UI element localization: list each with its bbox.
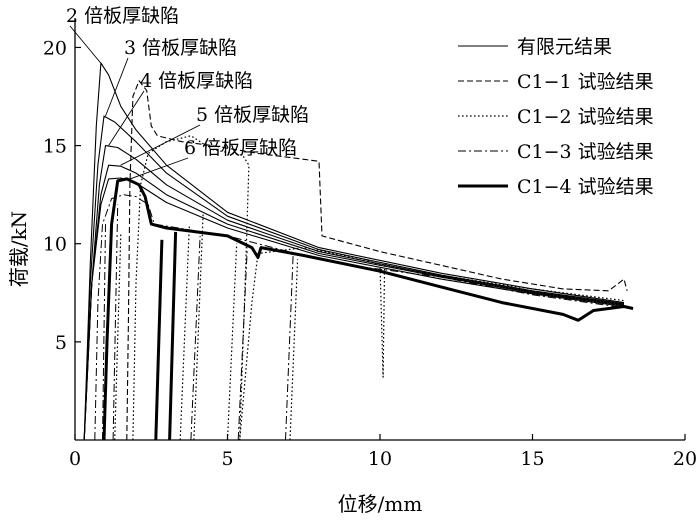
- legend-label-3: C1−3 试验结果: [517, 141, 654, 163]
- loading-cycle-line-9: [285, 255, 294, 441]
- series-0-curve-2: [83, 145, 625, 441]
- loading-cycle-line-5: [193, 214, 204, 441]
- y-tick-label-0: 5: [55, 332, 67, 354]
- y-tick-label-2: 15: [43, 136, 67, 158]
- series-4-line: [102, 177, 634, 441]
- loading-cycle-line-1: [112, 204, 119, 441]
- loading-cycle-line-4: [179, 224, 190, 441]
- x-tick-label-1: 5: [221, 448, 233, 470]
- annotation-label-1: 3 倍板厚缺陷: [124, 37, 237, 59]
- y-tick-label-3: 20: [43, 37, 67, 59]
- legend-label-0: 有限元结果: [517, 36, 612, 58]
- annotation-leader-3: [120, 124, 201, 166]
- y-tick-label-1: 10: [43, 234, 67, 256]
- series-3-line: [94, 194, 631, 441]
- legend-label-2: C1−2 试验结果: [517, 106, 654, 128]
- loading-cycle-line-0: [102, 224, 106, 441]
- legend-label-1: C1−1 试验结果: [517, 71, 654, 93]
- annotation-leader-4: [129, 157, 189, 180]
- x-tick-label-0: 0: [69, 448, 81, 470]
- series-0-curve-0: [83, 62, 625, 441]
- series-2-line: [132, 135, 625, 441]
- annotation-label-2: 4 倍板厚缺陷: [140, 70, 253, 92]
- annotation-label-0: 2 倍板厚缺陷: [66, 5, 179, 27]
- loading-lines-group: [102, 204, 299, 441]
- series-0-curve-3: [83, 164, 625, 441]
- loading-cycle-line-2: [154, 239, 164, 441]
- loading-cycle-line-6: [190, 235, 201, 441]
- series-group: [83, 62, 634, 441]
- series-1-line: [126, 80, 628, 441]
- legend: 有限元结果 C1−1 试验结果 C1−2 试验结果 C1−3 试验结果 C1−4 试验结…: [458, 36, 654, 198]
- loading-cycle-line-11: [114, 233, 122, 441]
- annotation-leader-2: [108, 90, 145, 146]
- x-tick-label-4: 20: [673, 448, 697, 470]
- loading-cycle-line-3: [168, 231, 178, 441]
- x-tick-label-2: 10: [368, 448, 392, 470]
- annotation-label-4: 6 倍板厚缺陷: [184, 137, 297, 159]
- annotation-label-3: 5 倍板厚缺陷: [196, 104, 309, 126]
- axes-group: 0 5 10 15 20 5 10 15 20 位移/mm 荷载/kN: [7, 18, 697, 516]
- x-axis-title: 位移/mm: [338, 492, 423, 516]
- x-tick-label-3: 15: [520, 448, 544, 470]
- annotation-leader-1: [105, 57, 129, 117]
- annotations-group: 2 倍板厚缺陷 3 倍板厚缺陷 4 倍板厚缺陷 5 倍板厚缺陷 6 倍板厚缺陷: [66, 5, 309, 180]
- loading-cycle-line-10: [289, 259, 299, 441]
- series-0-curve-1: [83, 115, 625, 441]
- y-axis-title: 荷载/kN: [7, 211, 31, 287]
- legend-label-4: C1−4 试验结果: [517, 176, 654, 198]
- loading-cycle-line-7: [226, 243, 238, 441]
- series-0-curve-4: [83, 177, 625, 441]
